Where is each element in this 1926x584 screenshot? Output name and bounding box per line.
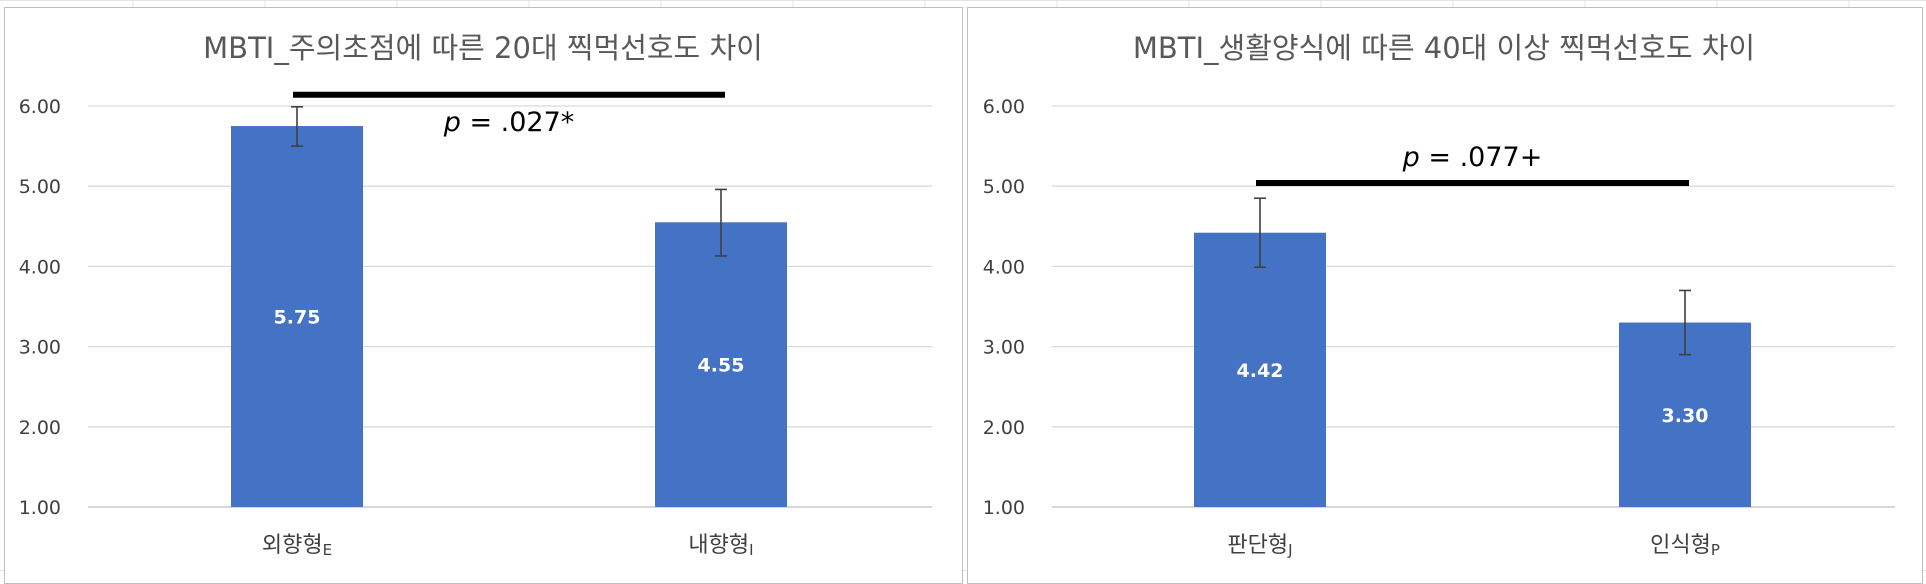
y-tick-label: 5.00 (983, 176, 1025, 198)
category-label-main: 내향형 (688, 533, 749, 558)
chart-title: MBTI_주의초점에 따른 20대 찍먹선호도 차이 (203, 31, 763, 65)
p-value-label: p = .077+ (1402, 142, 1543, 173)
bar (231, 126, 363, 508)
y-tick-label: 6.00 (983, 96, 1025, 118)
category-label-main: 판단형 (1227, 533, 1288, 558)
category-label-main: 외향형 (262, 533, 323, 558)
y-tick-label: 3.00 (983, 337, 1025, 359)
data-label: 5.75 (274, 307, 321, 329)
data-label: 3.30 (1662, 405, 1709, 427)
y-tick-label: 4.00 (19, 256, 61, 278)
category-label: 내향형I (688, 533, 753, 559)
y-tick-label: 5.00 (19, 176, 61, 198)
category-label-subscript: P (1711, 541, 1720, 559)
p-symbol: p (443, 107, 461, 138)
data-label: 4.55 (698, 355, 745, 377)
chart-title: MBTI_생활양식에 따른 40대 이상 찍먹선호도 차이 (1133, 31, 1755, 65)
chart-frame (967, 7, 1923, 584)
chart-1: MBTI_주의초점에 따른 20대 찍먹선호도 차이 1.00 2.00 3.00 4.… (4, 7, 963, 584)
bar (655, 222, 787, 508)
category-label: 인식형P (1650, 533, 1720, 559)
p-value-label: p = .027* (443, 107, 575, 138)
category-label: 판단형J (1227, 533, 1292, 559)
category-label-subscript: I (749, 541, 753, 559)
y-tick-label: 1.00 (983, 497, 1025, 519)
data-label: 4.42 (1237, 360, 1284, 382)
y-tick-label: 1.00 (19, 497, 61, 519)
p-symbol: p (1402, 142, 1420, 173)
charts-area: MBTI_주의초점에 따른 20대 찍먹선호도 차이 1.00 2.00 3.00 4.… (4, 7, 1923, 584)
y-tick-label: 2.00 (19, 417, 61, 439)
y-tick-label: 3.00 (19, 337, 61, 359)
category-label-main: 인식형 (1650, 533, 1711, 558)
y-tick-label: 6.00 (19, 96, 61, 118)
category-label-subscript: E (323, 541, 332, 559)
p-value-text: = .077+ (1420, 142, 1543, 173)
y-tick-label: 4.00 (983, 256, 1025, 278)
category-label-subscript: J (1287, 541, 1292, 559)
y-tick-label: 2.00 (983, 417, 1025, 439)
bar (1194, 232, 1326, 507)
chart-frame (4, 7, 963, 584)
category-label: 외향형E (262, 533, 332, 559)
p-value-text: = .027* (461, 107, 574, 138)
chart-2: MBTI_생활양식에 따른 40대 이상 찍먹선호도 차이 1.00 2.00 3.0… (967, 7, 1923, 584)
